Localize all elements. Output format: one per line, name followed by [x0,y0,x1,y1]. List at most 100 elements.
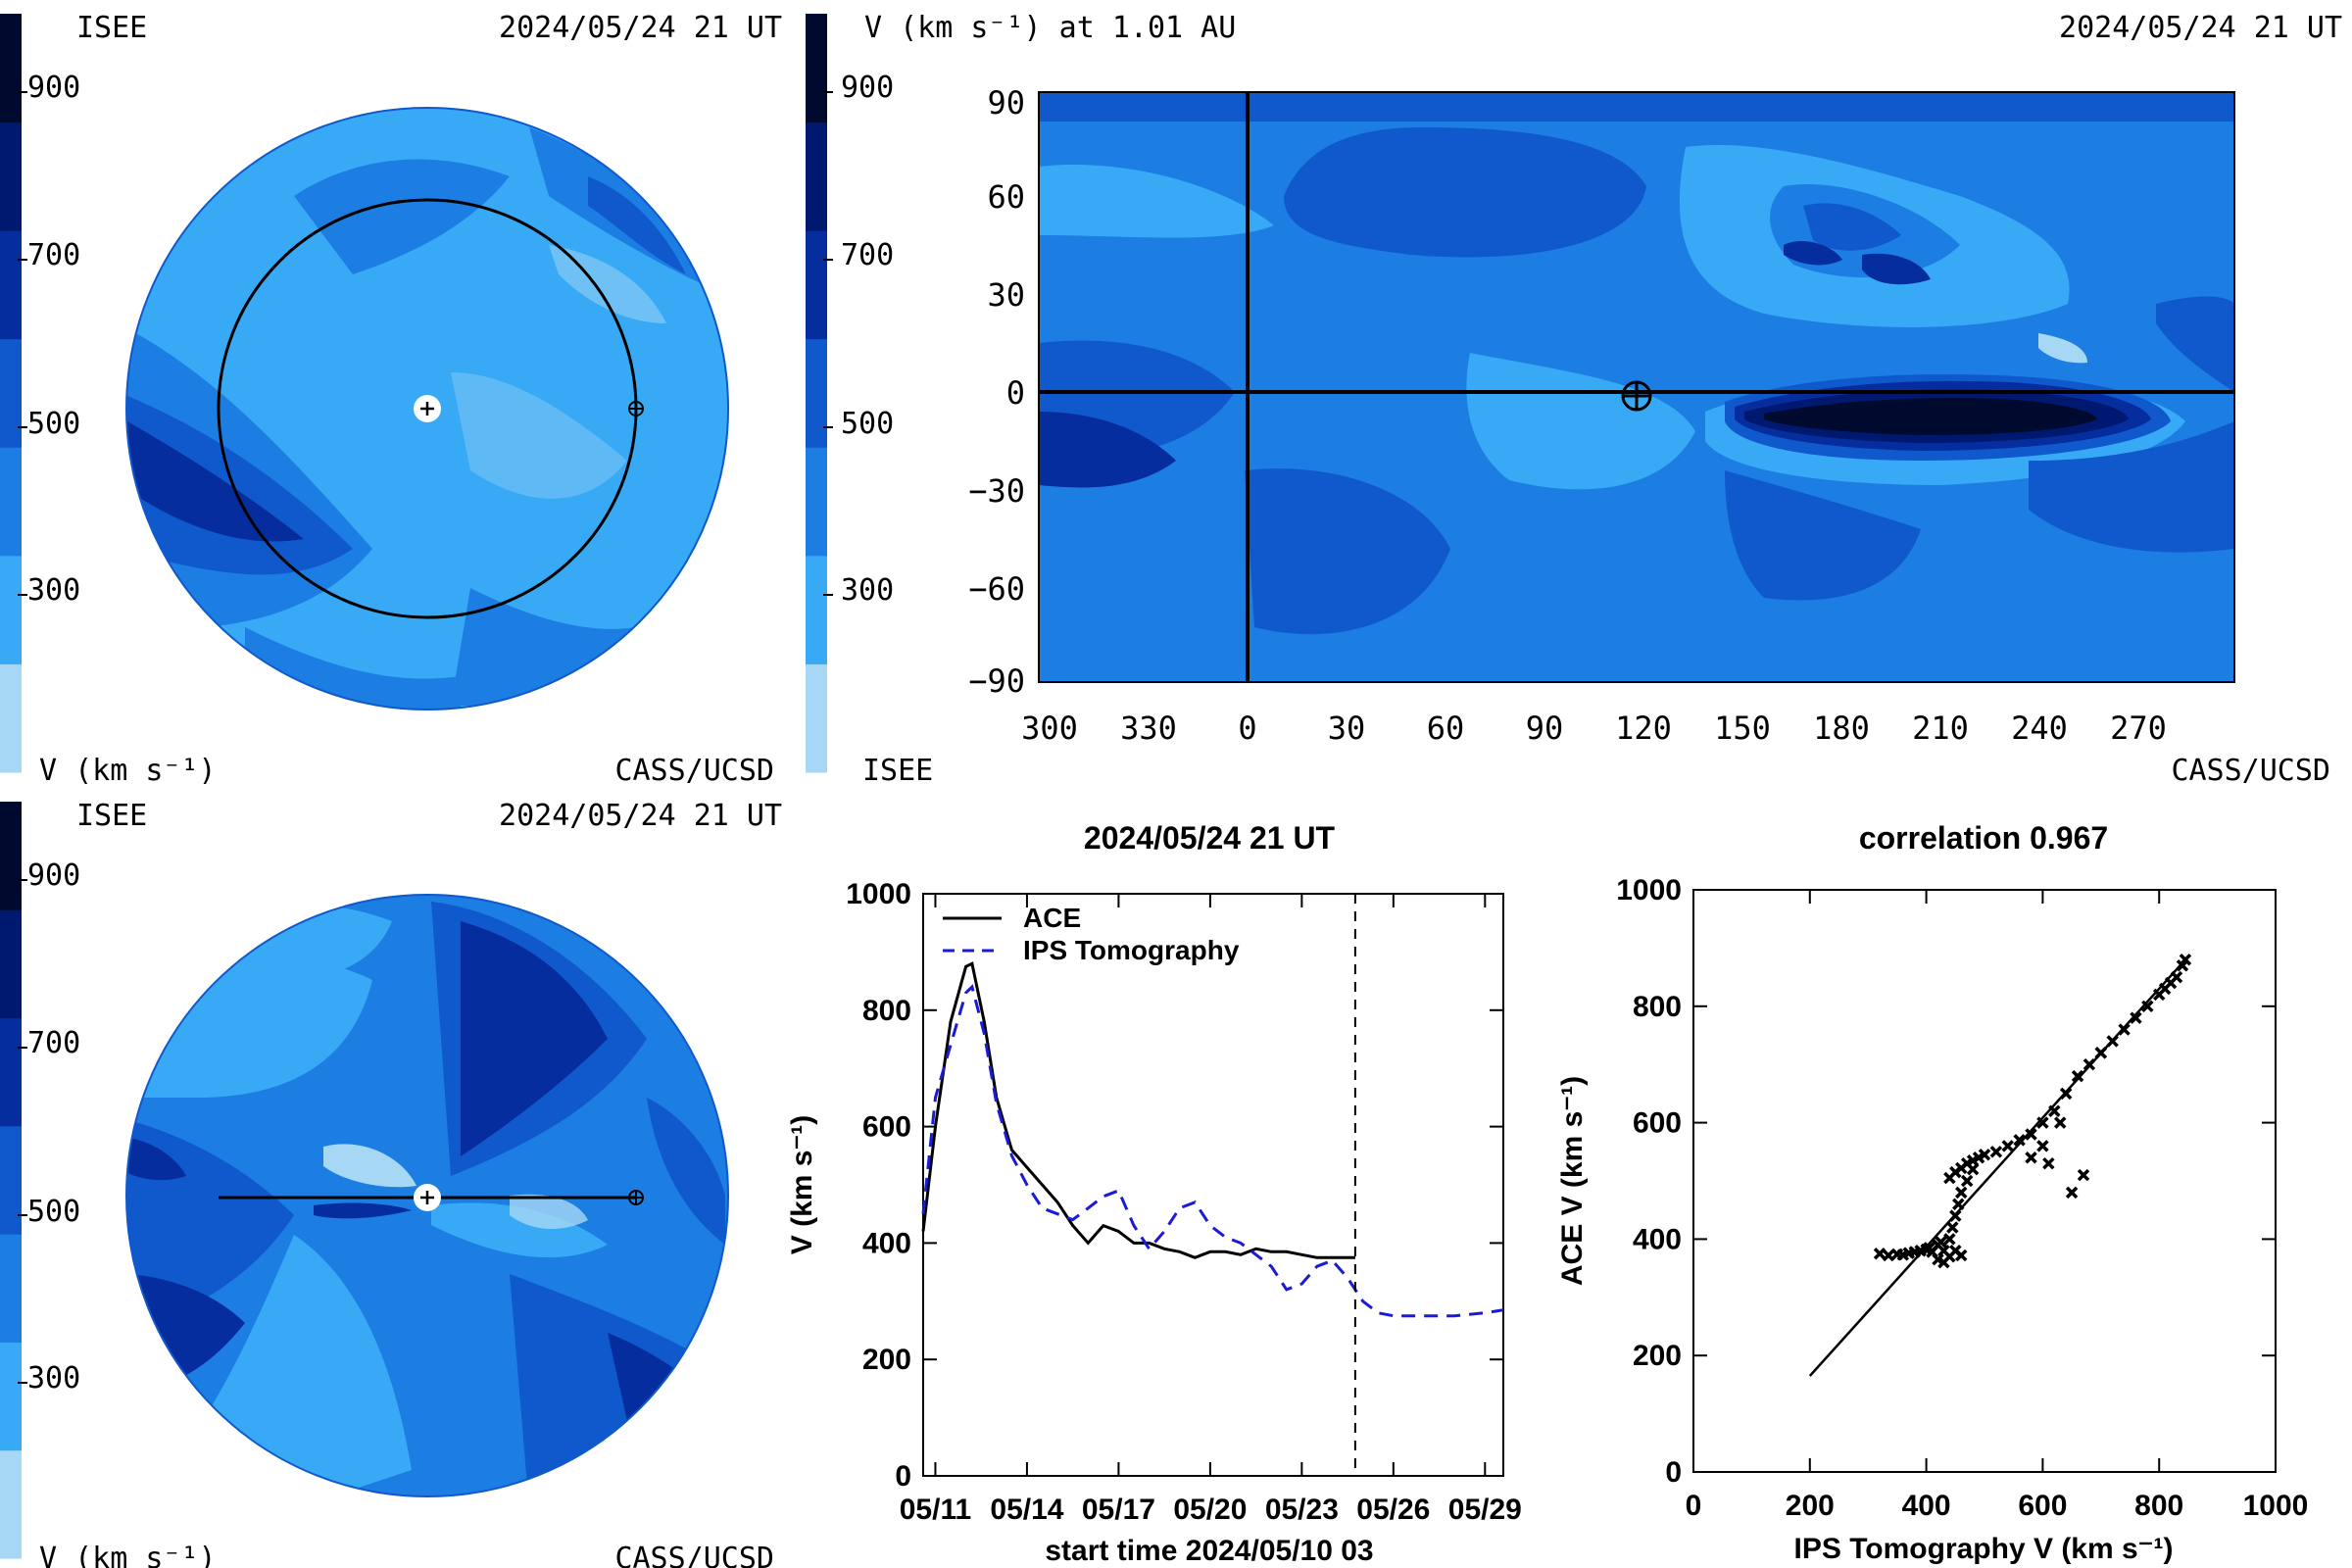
colorbar-bin [806,14,827,123]
map-y-tick: 0 [1006,374,1025,412]
map-y-tick: 90 [987,84,1025,122]
colorbar-bin [0,1234,22,1343]
scatter-title: correlation 0.967 [1859,820,2108,856]
scatter-point [1949,1209,1962,1222]
scatter-point [2042,1156,2055,1170]
colorbar-bin [0,909,22,1019]
scatter-point [2170,970,2183,984]
colorbar-tick-700: 700 [27,238,80,272]
timeseries-y-tick: 600 [862,1111,911,1144]
fit-line [1808,958,2186,1377]
source-label-top-left: ISEE [76,11,147,45]
map-x-tick: 120 [1615,710,1672,747]
map-x-tick: 330 [1120,710,1177,747]
scatter-point [1873,1248,1886,1260]
source-label-bottom-left: ISEE [76,799,147,833]
colorbar-title-top-left: V (km s⁻¹) [39,754,217,788]
colorbar-tick-300: 300 [27,573,80,608]
panel-scatter: correlation 0.967 ACE V (km s⁻¹) IPS Tom… [1556,820,2308,1565]
map-y-tick: 60 [987,178,1025,216]
scatter-point [2036,1140,2049,1152]
colorbar-bin [0,802,22,910]
timeseries-x-tick: 05/29 [1448,1494,1522,1526]
panel-top-right: V (km s⁻¹) at 1.01 AU 2024/05/24 21 UT 9… [806,11,2342,788]
scatter-point [2130,1011,2142,1024]
legend-ips-label: IPS Tomography [1023,935,1240,965]
colorbar-tick-700-right: 700 [841,238,894,272]
scatter-x-tick: 0 [1686,1490,1702,1522]
scatter-point [1960,1174,1974,1188]
map-y-axis: 90 60 30 0 −30 −60 −90 [968,84,1025,700]
timeseries-marks [921,893,1504,1477]
colorbar-bin [0,230,22,340]
map-title: V (km s⁻¹) at 1.01 AU [864,11,1236,45]
scatter-point [1955,1249,1968,1262]
scatter-y-tick: 400 [1633,1223,1682,1255]
scatter-y-tick: 1000 [1616,874,1682,906]
sun-marker-bottom-left [414,1184,441,1211]
colorbar-tick-500: 500 [27,407,80,441]
colorbar-bin [0,14,22,123]
timeseries-x-label: start time 2024/05/10 03 [1045,1535,1373,1567]
scatter-x-label: IPS Tomography V (km s⁻¹) [1794,1533,2174,1565]
colorbar-bin [806,338,827,448]
colorbar-tick-300-bottom: 300 [27,1361,80,1396]
scatter-marks [1692,889,2277,1473]
timeseries-y-tick: 1000 [846,878,911,910]
scatter-y-ticks: 1000 800 600 400 200 0 [1616,874,1682,1489]
timeseries-y-tick: 800 [862,995,911,1027]
scatter-point [1989,1146,2003,1158]
colorbar-tick-700-bottom: 700 [27,1026,80,1060]
earth-marker-map [1621,380,1652,412]
credit-bottom-left: CASS/UCSD [614,1542,774,1568]
colorbar-tick-900-bottom: 900 [27,858,80,893]
colorbar-bin [0,1449,22,1559]
colorbar-bin [0,447,22,557]
scatter-point [2001,1140,2014,1152]
scatter-point [2071,1069,2084,1083]
timestamp-bottom-left: 2024/05/24 21 UT [499,799,782,833]
timeseries-legend: ACE IPS Tomography [943,903,1240,965]
colorbar-tick-900: 900 [27,71,80,105]
scatter-x-tick: 800 [2134,1490,2183,1522]
scatter-point [1978,1149,1991,1161]
colorbar-top-right [806,14,833,773]
colorbar-bin [0,1125,22,1235]
timeseries-x-tick: 05/26 [1356,1494,1430,1526]
scatter-y-label: ACE V (km s⁻¹) [1556,1076,1589,1286]
timeseries-x-tick: 05/11 [900,1494,971,1526]
timeseries-x-tick: 05/20 [1173,1494,1247,1526]
series-line-ace [921,961,1355,1259]
scatter-point [2141,1000,2154,1013]
scatter-point [2077,1168,2090,1182]
map-x-tick: 60 [1427,710,1465,747]
scatter-x-tick: 400 [1902,1490,1951,1522]
colorbar-bin [806,663,827,773]
timeseries-x-tick: 05/17 [1082,1494,1155,1526]
map-y-tick: −30 [968,472,1025,510]
scatter-point [2048,1104,2061,1117]
timeseries-x-ticks: 05/11 05/14 05/17 05/20 05/23 05/26 05/2… [900,1494,1522,1526]
colorbar-bin [0,1017,22,1127]
map-x-tick: 300 [1021,710,1078,747]
scatter-point [2179,954,2192,966]
colorbar-bin [0,555,22,664]
scatter-y-tick: 0 [1665,1456,1682,1489]
scatter-point [1955,1186,1968,1200]
colorbar-bin [806,447,827,557]
series-line-ips-tomography [921,984,1504,1318]
map-x-tick: 270 [2110,710,2167,747]
scatter-point [2094,1047,2108,1059]
colorbar-bin [806,555,827,664]
map-y-tick: 30 [987,276,1025,314]
credit-top-right: CASS/UCSD [2171,754,2330,788]
colorbar-top-left [0,14,27,773]
panel-top-left: ISEE 2024/05/24 21 UT 900 700 500 300 V … [0,11,782,788]
colorbar-tick-500-bottom: 500 [27,1195,80,1229]
source-label-top-right: ISEE [862,754,933,788]
sun-marker-top-left [414,395,441,422]
scatter-x-ticks: 0 200 400 600 800 1000 [1686,1490,2309,1522]
scatter-point [2053,1116,2067,1129]
colorbar-bin [0,1342,22,1451]
